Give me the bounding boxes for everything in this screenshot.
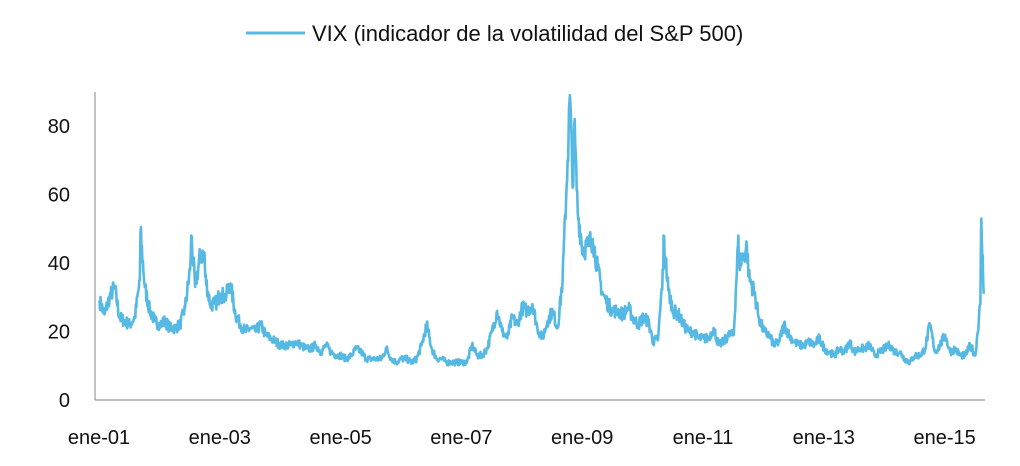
x-tick-label: ene-15 <box>913 427 975 449</box>
y-tick-label: 40 <box>48 253 70 275</box>
series-line-vix <box>98 93 985 367</box>
y-tick-label: 0 <box>59 390 70 412</box>
legend: VIX (indicador de la volatilidad del S&P… <box>246 21 743 46</box>
x-tick-label: ene-05 <box>309 427 371 449</box>
y-tick-label: 80 <box>48 116 70 138</box>
y-tick-label: 20 <box>48 322 70 344</box>
x-tick-label: ene-07 <box>430 427 492 449</box>
y-tick-label: 60 <box>48 185 70 207</box>
x-tick-label: ene-11 <box>673 427 734 449</box>
x-tick-label: ene-13 <box>793 427 855 449</box>
x-tick-label: ene-03 <box>189 427 251 449</box>
x-tick-label: ene-01 <box>68 427 130 449</box>
x-tick-label: ene-09 <box>551 427 613 449</box>
legend-label: VIX (indicador de la volatilidad del S&P… <box>312 21 743 46</box>
